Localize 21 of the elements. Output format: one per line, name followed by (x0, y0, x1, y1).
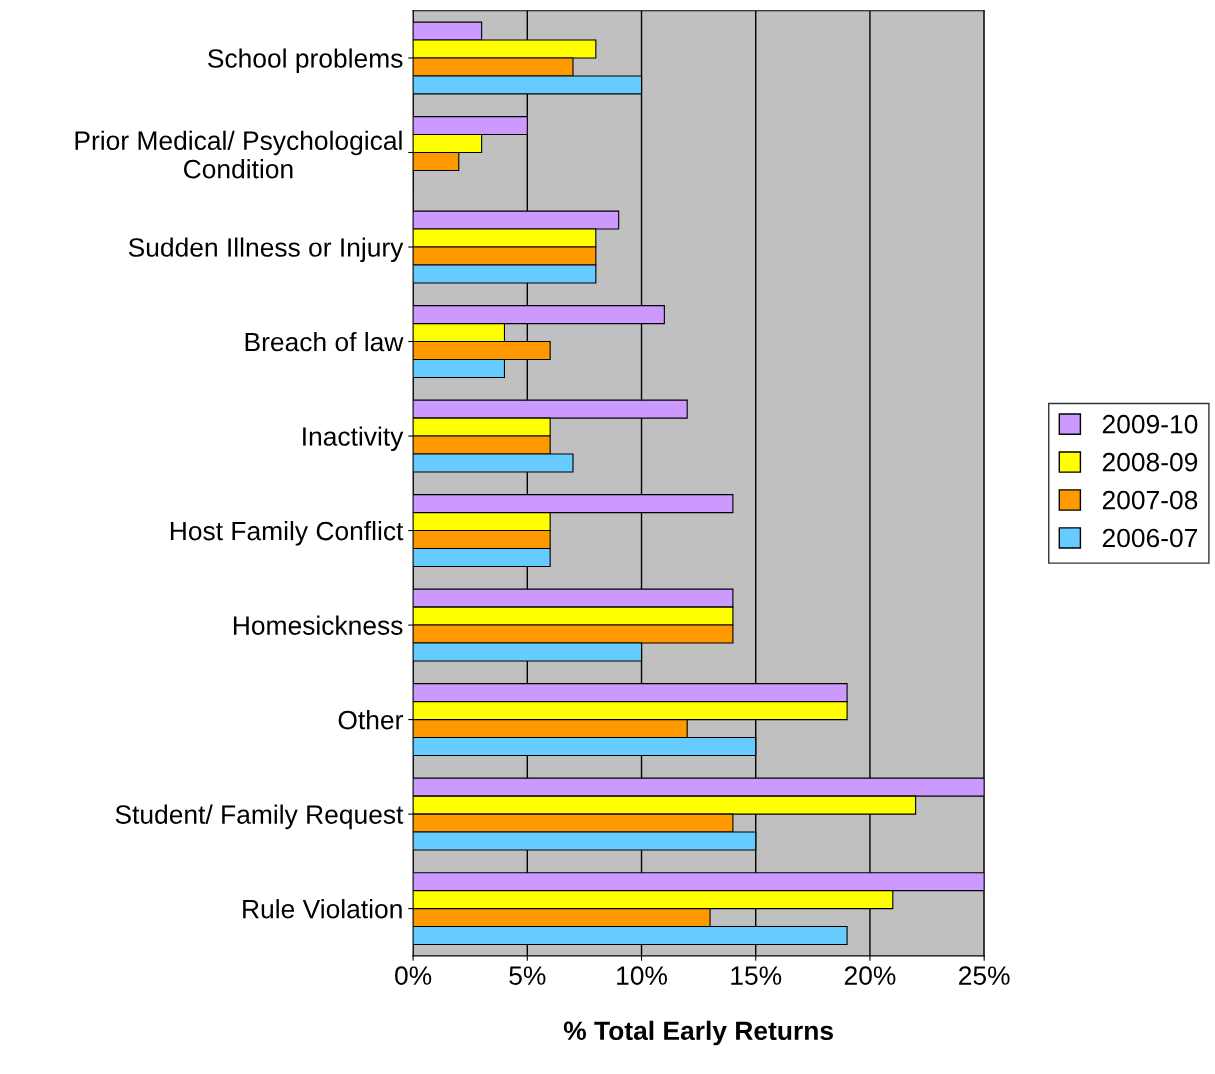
legend-label: 2007-08 (1102, 490, 1198, 510)
y-tick-label: School problems (208, 48, 403, 74)
y-tick-label: Prior Medical/ Psychological Condition (75, 130, 402, 179)
y-tick-label: Student/ Family Request (115, 804, 404, 830)
y-tick-label: Homesickness (233, 615, 403, 635)
x-tick-label: 20% (844, 966, 896, 985)
y-tick-label: Other (338, 710, 403, 730)
y-tick-label: Breach of law (245, 331, 404, 352)
x-tick-label: 15% (731, 966, 782, 985)
legend-label: 2008-09 (1102, 452, 1198, 472)
y-tick-label: Host Family Conflict (170, 520, 404, 546)
x-tick-label: 25% (959, 966, 1010, 985)
y-tick-label: Sudden Illness or Injury (128, 237, 404, 263)
x-tick-label: 5% (509, 966, 546, 985)
y-tick-label: Rule Violation (243, 899, 402, 919)
x-tick-label: 10% (617, 966, 667, 985)
x-axis-title: % Total Early Returns (563, 1020, 833, 1046)
legend-label: 2009-10 (1102, 414, 1198, 434)
y-tick-label: Inactivity (303, 426, 404, 452)
legend-label: 2006-07 (1102, 528, 1198, 548)
x-tick-label: 0% (395, 966, 432, 985)
